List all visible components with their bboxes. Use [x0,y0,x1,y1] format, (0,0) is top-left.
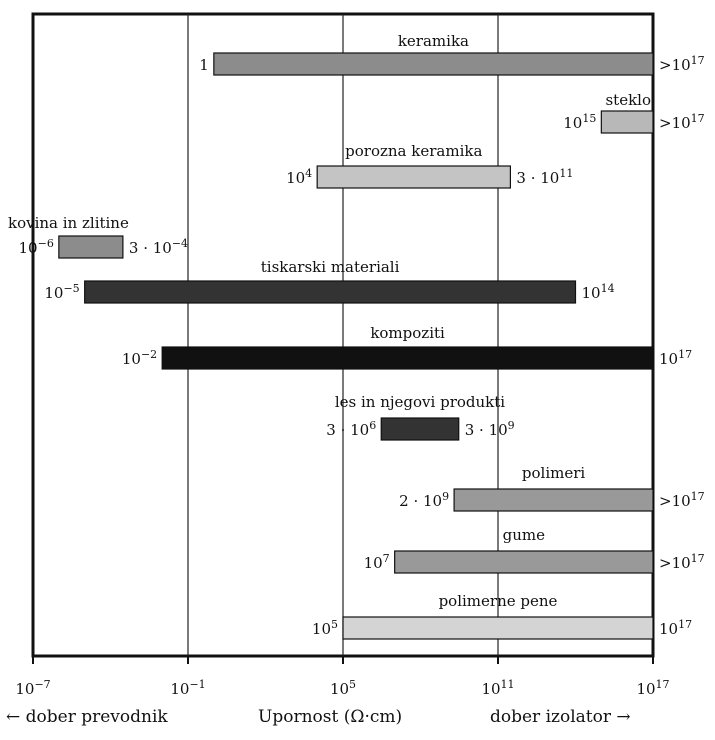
x-axis-title: Upornost (Ω·cm) [258,707,403,727]
bar-rect [394,550,654,574]
bar-keramika: keramika 1 >1017 [199,32,705,76]
bar-polimerne-pene: polimerne pene 105 1017 [312,592,692,640]
bar-end-label: 1017 [659,348,692,369]
footer-left-label: ← dober prevodnik [6,707,168,727]
bar-kompoziti: kompoziti 10−2 1017 [122,324,692,370]
bar-start-label: 2 · 109 [399,490,449,511]
bar-start-label: 10−6 [19,237,54,258]
bar-name-label: polimerne pene [439,592,558,610]
bar-name-label: kompoziti [370,324,445,342]
bar-name-label: porozna keramika [345,142,482,160]
bar-tiskarski-materiali: tiskarski materiali 10−5 1014 [44,258,615,304]
footer-right-label: dober izolator → [490,707,631,727]
bar-les-in-njegovi-produkti: les in njegovi produkti 3 · 106 3 · 109 [326,393,515,441]
bar-rect [316,165,511,189]
bar-end-label: 3 · 109 [465,419,515,440]
bar-name-label: gume [503,526,545,544]
x-tick-label: 10−1 [170,678,205,699]
bar-kovina-in-zlitine: kovina in zlitine 10−6 3 · 10−4 [8,214,188,259]
bar-rect [161,346,654,370]
bar-end-label: 3 · 1011 [516,167,573,188]
bar-rect [84,280,577,304]
bar-name-label: polimeri [522,464,585,482]
bar-end-label: >1017 [659,54,705,75]
bar-rect [600,110,654,134]
x-tick-label: 1011 [481,678,514,699]
x-tick-label: 10−7 [15,678,50,699]
x-tick-label: 105 [330,678,356,699]
bar-rect [342,616,654,640]
bar-steklo: steklo 1015 >1017 [563,91,705,134]
bar-start-label: 10−2 [122,348,157,369]
bar-name-label: tiskarski materiali [261,258,400,276]
bar-rect [453,488,654,512]
bar-rect [380,417,460,441]
bar-start-label: 104 [286,167,312,188]
bar-name-label: kovina in zlitine [8,214,129,232]
bar-start-label: 10−5 [44,282,79,303]
bar-end-label: 1014 [582,282,615,303]
x-axis-ticks: 10−7 10−1 105 1011 1017 [15,656,670,699]
bar-polimeri: polimeri 2 · 109 >1017 [399,464,705,512]
bar-name-label: keramika [398,32,469,50]
bar-end-label: >1017 [659,490,705,511]
bar-rect [213,52,654,76]
bar-end-label: 3 · 10−4 [129,237,188,258]
bar-start-label: 105 [312,618,338,639]
bar-end-label: >1017 [659,552,705,573]
grid-lines [187,14,499,656]
bar-end-label: >1017 [659,112,705,133]
bar-name-label: les in njegovi produkti [335,393,505,411]
bar-name-label: steklo [605,91,651,109]
x-tick-label: 1017 [636,678,669,699]
bar-porozna-keramika: porozna keramika 104 3 · 1011 [286,142,573,189]
bars-group: keramika 1 >1017 steklo 1015 >1017 porozna ker… [8,32,705,640]
bar-start-label: 3 · 106 [326,419,376,440]
bar-rect [58,235,124,259]
bar-start-label: 1 [199,56,209,74]
bar-end-label: 1017 [659,618,692,639]
bar-start-label: 1015 [563,112,596,133]
bar-start-label: 107 [364,552,390,573]
